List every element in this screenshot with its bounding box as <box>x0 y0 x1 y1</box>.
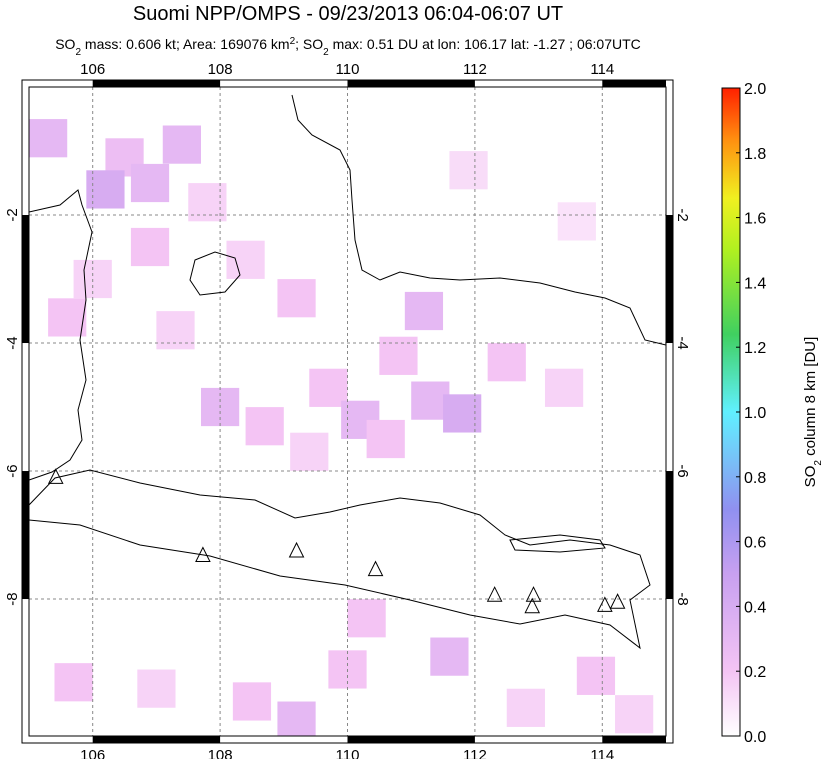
so2-pixel <box>131 228 169 266</box>
lat-label-right: -6 <box>674 464 691 477</box>
colorbar-tick-label: 0.4 <box>744 599 766 616</box>
so2-pixel <box>348 599 386 637</box>
frame-bar <box>22 215 29 343</box>
frame-bar <box>93 80 220 87</box>
colorbar-tick-label: 0.2 <box>744 664 766 681</box>
lat-label-left: -2 <box>4 208 21 221</box>
colorbar-tick-label: 1.6 <box>744 211 766 228</box>
so2-pixel <box>577 657 615 695</box>
lat-label-left: -8 <box>4 592 21 605</box>
so2-pixel <box>48 298 86 336</box>
text-part: ; SO <box>295 36 323 52</box>
so2-pixel <box>156 311 194 349</box>
lon-label-bottom: 108 <box>208 747 233 759</box>
lat-label-left: -6 <box>4 464 21 477</box>
lon-label-top: 114 <box>590 61 614 78</box>
so2-pixel <box>507 689 545 727</box>
so2-pixel <box>615 695 653 733</box>
frame-bar <box>666 471 673 599</box>
text-part: mass: 0.606 kt; Area: 169076 km <box>81 36 290 52</box>
colorbar-label: SO2 column 8 km [DU] <box>802 337 823 488</box>
so2-pixel <box>137 670 175 708</box>
frame-bar <box>22 471 29 599</box>
frame-bar <box>666 215 673 343</box>
lon-label-top: 106 <box>80 61 105 78</box>
so2-pixel <box>449 151 487 189</box>
lon-label-bottom: 112 <box>463 747 487 759</box>
colorbar-tick-label: 1.0 <box>744 405 766 422</box>
text-part: max: 0.51 DU at lon: 106.17 lat: -1.27 ;… <box>329 36 641 52</box>
lon-label-bottom: 114 <box>590 747 614 759</box>
so2-pixel <box>277 279 315 317</box>
lat-label-right: -8 <box>674 592 691 605</box>
lat-label-left: -4 <box>4 336 21 349</box>
so2-pixel <box>246 407 284 445</box>
so2-pixel <box>488 343 526 381</box>
so2-pixel <box>558 202 596 240</box>
so2-pixel <box>163 125 201 163</box>
frame-bar <box>602 736 666 743</box>
so2-pixel <box>405 292 443 330</box>
so2-pixel <box>443 394 481 432</box>
text-part: SO <box>802 466 819 488</box>
so2-pixel <box>226 241 264 279</box>
so2-pixel <box>430 638 468 676</box>
text-part: column 8 km [DU] <box>802 337 819 460</box>
lon-label-top: 108 <box>208 61 233 78</box>
so2-pixel <box>188 183 226 221</box>
frame-bar <box>602 80 666 87</box>
so2-pixel <box>233 682 271 720</box>
lat-label-right: -2 <box>674 208 691 221</box>
colorbar-tick-label: 0.0 <box>744 729 766 746</box>
title: Suomi NPP/OMPS - 09/23/2013 06:04-06:07 … <box>133 3 563 25</box>
so2-pixel <box>131 164 169 202</box>
so2-pixel <box>367 420 405 458</box>
text-part: SO <box>55 36 75 52</box>
colorbar-ticks: 0.0 0.2 0.4 0.6 0.8 1.0 1.2 1.4 1.6 1.8 2.0 <box>736 81 766 746</box>
so2-pixel <box>86 170 124 208</box>
lat-label-right: -4 <box>674 336 691 349</box>
colorbar-tick-label: 0.6 <box>744 535 766 552</box>
frame-bar <box>348 736 475 743</box>
colorbar-tick-label: 1.4 <box>744 275 766 292</box>
so2-pixel <box>54 663 92 701</box>
lon-label-top: 110 <box>336 61 360 78</box>
subtitle: SO2 mass: 0.606 kt; Area: 169076 km2; SO… <box>55 36 641 58</box>
so2-pixel <box>379 337 417 375</box>
so2-pixel <box>545 369 583 407</box>
so2-pixel <box>29 119 67 157</box>
frame-bar <box>93 736 220 743</box>
colorbar-tick-label: 2.0 <box>744 81 766 98</box>
colorbar-tick-label: 1.2 <box>744 340 766 357</box>
so2-pixel <box>277 702 315 740</box>
lon-label-bottom: 110 <box>336 747 360 759</box>
lon-label-top: 112 <box>463 61 487 78</box>
colorbar-tick-label: 1.8 <box>744 146 766 163</box>
lon-label-bottom: 106 <box>80 747 105 759</box>
colorbar-tick-label: 0.8 <box>744 470 766 487</box>
so2-pixel <box>290 433 328 471</box>
frame-bar <box>348 80 475 87</box>
